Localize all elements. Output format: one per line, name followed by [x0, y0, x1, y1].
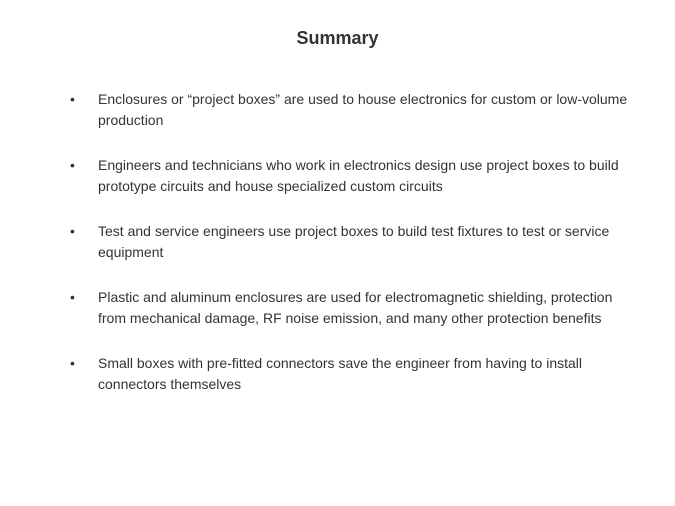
page-title: Summary	[40, 28, 635, 49]
list-item: Test and service engineers use project b…	[70, 221, 635, 263]
list-item: Small boxes with pre-fitted connectors s…	[70, 353, 635, 395]
list-item: Enclosures or “project boxes” are used t…	[70, 89, 635, 131]
list-item: Engineers and technicians who work in el…	[70, 155, 635, 197]
list-item: Plastic and aluminum enclosures are used…	[70, 287, 635, 329]
summary-list: Enclosures or “project boxes” are used t…	[40, 89, 635, 395]
